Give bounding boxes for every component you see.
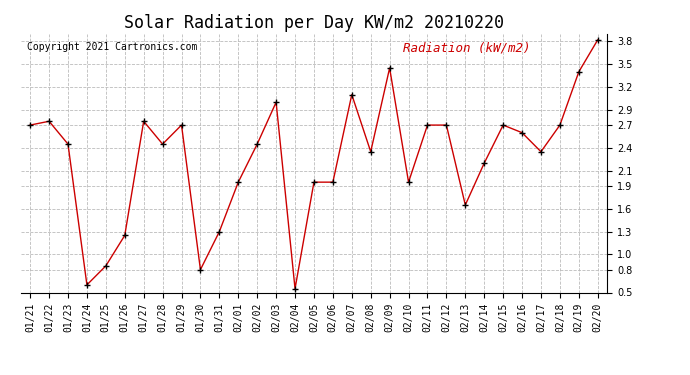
- Text: Copyright 2021 Cartronics.com: Copyright 2021 Cartronics.com: [26, 42, 197, 51]
- Title: Solar Radiation per Day KW/m2 20210220: Solar Radiation per Day KW/m2 20210220: [124, 14, 504, 32]
- Text: Radiation (kW/m2): Radiation (kW/m2): [404, 42, 531, 54]
